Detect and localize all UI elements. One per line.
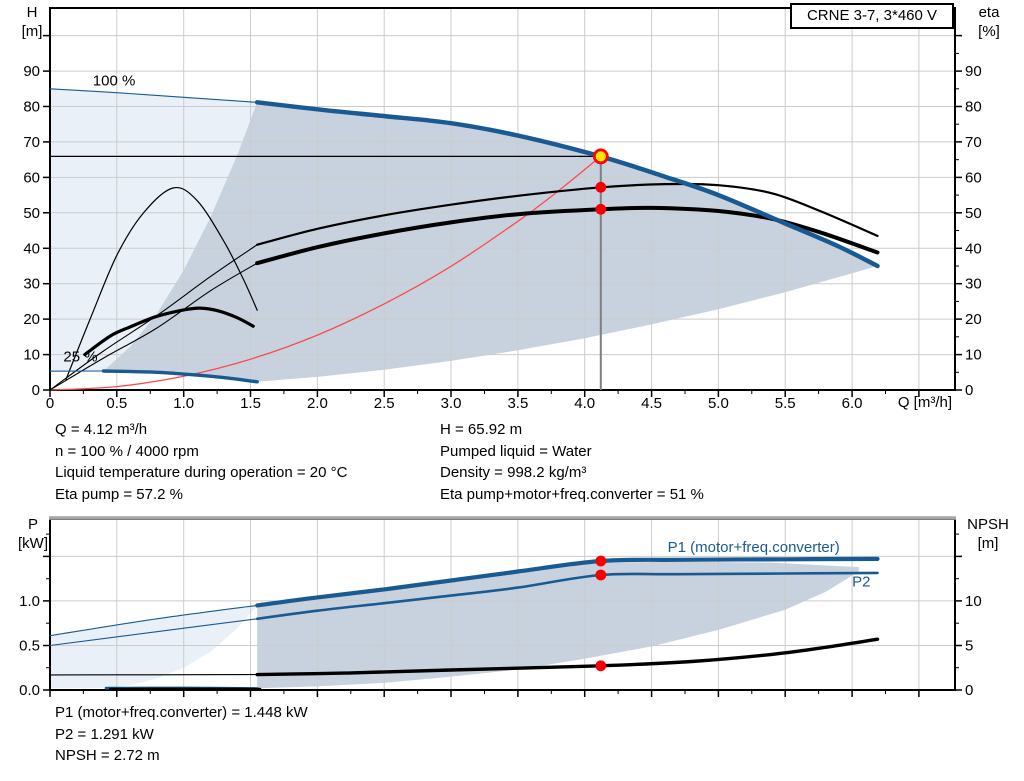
info-line-npsh: NPSH = 2.72 m bbox=[55, 747, 160, 764]
curve-label: 100 % bbox=[93, 72, 136, 89]
y-right-tick-label: 0 bbox=[965, 382, 973, 399]
x-tick-label: 4.0 bbox=[574, 395, 595, 412]
x-tick-label: 4.5 bbox=[641, 395, 662, 412]
envelope-low-speed bbox=[50, 88, 258, 372]
y-left-tick-label: 30 bbox=[23, 276, 40, 293]
power-envelope-low-speed bbox=[50, 605, 258, 689]
info-line-q: Q = 4.12 m³/h bbox=[55, 421, 148, 438]
y-left-tick-label: 50 bbox=[23, 205, 40, 222]
curve-label: P2 bbox=[852, 574, 870, 591]
info-line-liquid: Pumped liquid = Water bbox=[440, 442, 592, 460]
y-left-tick-label: 0.0 bbox=[19, 682, 40, 699]
qh-100-ext bbox=[49, 88, 258, 103]
eta-axis-unit: [%] bbox=[978, 23, 1000, 40]
qh-25-curve bbox=[101, 369, 259, 384]
info-line-eta-pump: Eta pump = 57.2 % bbox=[55, 485, 183, 503]
y-right-tick-label: 5 bbox=[965, 638, 973, 655]
p2-point-marker bbox=[595, 569, 607, 581]
y-right-tick-label: 30 bbox=[965, 276, 982, 293]
operating-point-marker[interactable] bbox=[592, 148, 609, 165]
envelope-operating bbox=[103, 102, 878, 382]
x-tick-label: 0.5 bbox=[106, 395, 127, 412]
eta-pump-100-curve bbox=[256, 182, 879, 246]
y-left-tick-label: 10 bbox=[23, 347, 40, 364]
curve-label: 25 % bbox=[63, 349, 97, 366]
p-axis-unit: [kW] bbox=[18, 535, 48, 552]
curve-label: P1 (motor+freq.converter) bbox=[668, 539, 840, 556]
eta-axis-symbol: eta bbox=[978, 4, 1000, 21]
p-axis-symbol: P bbox=[27, 516, 38, 533]
power-envelope-operating bbox=[257, 561, 859, 689]
info-line-p2: P2 = 1.291 kW bbox=[55, 725, 154, 743]
x-tick-label: 1.5 bbox=[240, 395, 261, 412]
info-line-eta-total: Eta pump+motor+freq.converter = 51 % bbox=[440, 485, 704, 503]
plot-border bbox=[49, 7, 956, 391]
x-tick-label: 6.0 bbox=[842, 395, 863, 412]
duty-info-left: Q = 4.12 m³/h n = 100 % / 4000 rpm Liqui… bbox=[55, 419, 347, 505]
x-tick-label: 2.5 bbox=[374, 395, 395, 412]
y-left-tick-label: 40 bbox=[23, 240, 40, 257]
y-right-tick-label: 50 bbox=[965, 205, 982, 222]
eta-pump-25-curve bbox=[65, 186, 258, 380]
y-left-tick-label: 1.0 bbox=[19, 593, 40, 610]
x-tick-label: 5.5 bbox=[775, 395, 796, 412]
info-line-density: Density = 998.2 kg/m³ bbox=[440, 464, 587, 481]
eta-total-25-curve bbox=[83, 306, 255, 357]
h-axis-label: H [m] bbox=[10, 3, 54, 41]
y-right-tick-label: 70 bbox=[965, 134, 982, 151]
eta-total-point-marker bbox=[595, 203, 607, 215]
x-tick-label: 1.0 bbox=[173, 395, 194, 412]
duty-info-right: H = 65.92 m Pumped liquid = Water Densit… bbox=[440, 419, 704, 505]
eta-pump-point-marker bbox=[595, 181, 607, 193]
npsh-point-marker bbox=[595, 660, 607, 672]
info-line-h: H = 65.92 m bbox=[440, 421, 523, 438]
y-left-tick-label: 80 bbox=[23, 99, 40, 116]
y-left-tick-label: 0.5 bbox=[19, 638, 40, 655]
y-right-tick-label: 10 bbox=[965, 347, 982, 364]
info-line-p1: P1 (motor+freq.converter) = 1.448 kW bbox=[55, 704, 308, 721]
p1-point-marker bbox=[595, 555, 607, 567]
y-right-tick-label: 20 bbox=[965, 311, 982, 328]
q-axis-label: Q [m³/h] bbox=[897, 394, 952, 411]
npsh-axis-unit: [m] bbox=[977, 535, 999, 552]
y-left-tick-label: 60 bbox=[23, 169, 40, 186]
y-left-tick-label: 70 bbox=[23, 134, 40, 151]
p-axis-label: P [kW] bbox=[8, 515, 58, 553]
y-right-tick-label: 80 bbox=[965, 99, 982, 116]
eta-axis-label: eta [%] bbox=[966, 3, 1012, 41]
x-tick-label: 3.0 bbox=[441, 395, 462, 412]
y-right-tick-label: 10 bbox=[965, 593, 982, 610]
npsh-axis-label: NPSH [m] bbox=[956, 515, 1020, 553]
npsh-curve bbox=[255, 637, 880, 677]
y-right-tick-label: 60 bbox=[965, 169, 982, 186]
p2-ext bbox=[49, 618, 258, 647]
x-tick-label: 5.0 bbox=[708, 395, 729, 412]
p1-ext bbox=[49, 604, 258, 637]
y-right-tick-label: 0 bbox=[965, 682, 973, 699]
npsh-axis-symbol: NPSH bbox=[967, 516, 1009, 533]
h-axis-symbol: H bbox=[26, 4, 38, 21]
power-info: P1 (motor+freq.converter) = 1.448 kW P2 … bbox=[55, 702, 308, 767]
y-left-tick-label: 90 bbox=[23, 63, 40, 80]
info-line-speed: n = 100 % / 4000 rpm bbox=[55, 442, 199, 460]
h-axis-unit: [m] bbox=[21, 23, 43, 40]
y-right-tick-label: 40 bbox=[965, 240, 982, 257]
pump-model-badge: CRNE 3-7, 3*460 V bbox=[790, 3, 954, 29]
eta-total-100-ext bbox=[49, 262, 258, 391]
y-right-tick-label: 90 bbox=[965, 63, 982, 80]
x-tick-label: 0 bbox=[46, 395, 54, 412]
p2-curve bbox=[255, 571, 879, 621]
x-tick-label: 3.5 bbox=[507, 395, 528, 412]
system-curve bbox=[49, 155, 602, 391]
x-tick-label: 2.0 bbox=[307, 395, 328, 412]
y-left-tick-label: 20 bbox=[23, 311, 40, 328]
y-left-tick-label: 0 bbox=[32, 382, 40, 399]
info-line-temperature: Liquid temperature during operation = 20… bbox=[55, 464, 348, 481]
p1-curve bbox=[255, 556, 880, 608]
